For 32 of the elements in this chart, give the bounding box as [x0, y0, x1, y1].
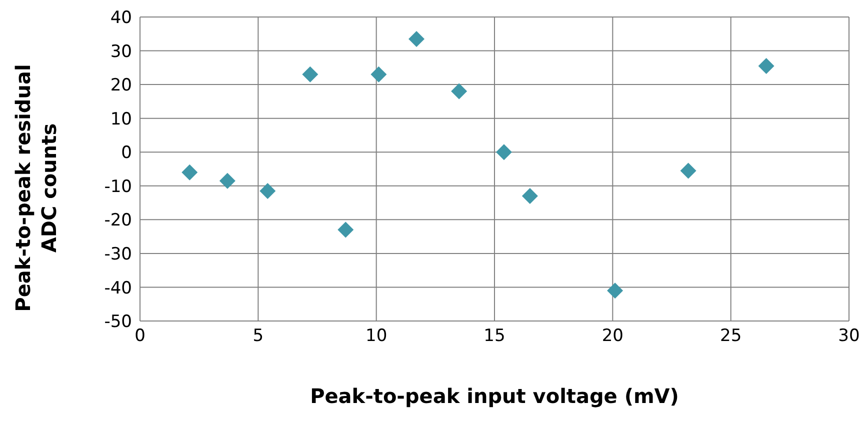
y-tick-label: -30 [104, 244, 132, 264]
y-tick-label: -20 [104, 210, 132, 231]
y-tick-label: -10 [104, 176, 132, 197]
x-axis-title: Peak-to-peak input voltage (mV) [310, 384, 679, 408]
point [496, 144, 512, 160]
y-tick-label: 30 [110, 42, 132, 62]
x-tick-label: 15 [484, 326, 506, 346]
point [219, 172, 236, 189]
y-tick-label: 20 [110, 76, 132, 96]
x-tick-label: 5 [252, 326, 264, 346]
point [182, 164, 198, 180]
point [370, 66, 387, 82]
y-axis-title: Peak-to-peak residual ADC counts [10, 63, 62, 314]
point [451, 83, 468, 100]
point [758, 58, 774, 74]
x-tick-label: 0 [134, 326, 146, 346]
point [680, 162, 696, 179]
point [607, 282, 624, 299]
point [408, 30, 425, 47]
y-tick-label: 0 [121, 143, 132, 164]
x-tick-label: 10 [366, 326, 388, 346]
point [302, 66, 318, 82]
point [522, 188, 538, 204]
y-tick-label: 40 [110, 8, 132, 28]
x-tick-label: 30 [838, 326, 860, 346]
y-tick-label: 10 [110, 109, 132, 130]
x-tick-label: 20 [602, 326, 624, 346]
x-tick-label: 25 [720, 326, 742, 346]
y-tick-label: -40 [104, 278, 132, 298]
y-tick-label: -50 [104, 312, 132, 332]
point [260, 182, 276, 199]
point [338, 222, 354, 238]
